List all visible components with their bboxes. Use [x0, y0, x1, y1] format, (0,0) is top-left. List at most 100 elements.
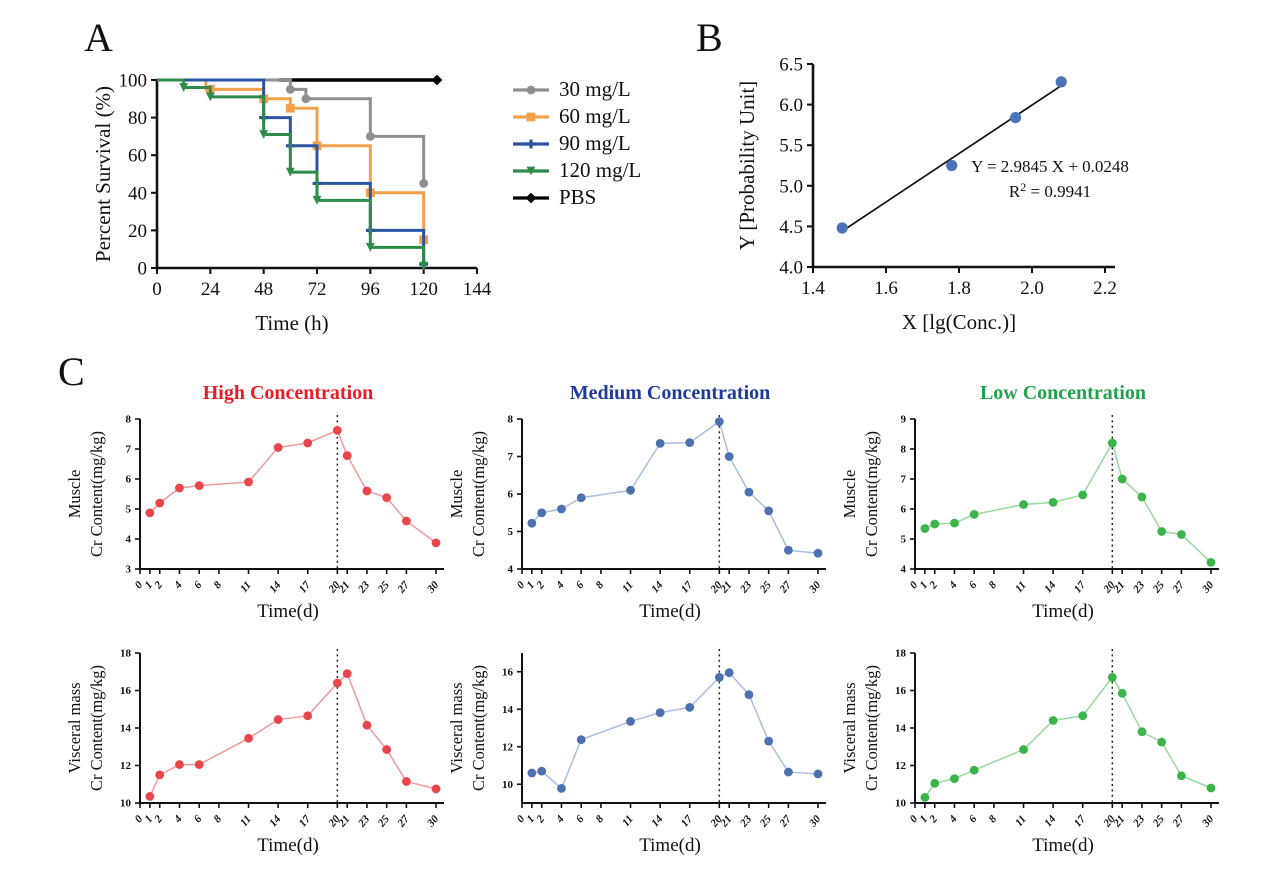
y-tick-label: 16	[120, 685, 132, 697]
data-point	[685, 702, 695, 712]
data-point	[784, 767, 793, 777]
y-axis-label-line2: Cr Content(mg/kg)	[862, 665, 881, 791]
data-point	[836, 222, 848, 234]
x-tick-label: 8	[594, 579, 607, 591]
data-point	[557, 504, 566, 514]
legend-item: 90 mg/L	[512, 130, 641, 157]
x-tick-label: 17	[1072, 579, 1089, 596]
x-tick-label: 23	[1130, 813, 1147, 830]
visceral-medium-chart: 10 12 14 16 0 1 2 4 6 8 11 14 17 20 21 23 25 27 30 Time(d) V…	[440, 633, 840, 883]
data-point	[303, 438, 313, 448]
data-point	[537, 508, 547, 518]
data-point	[145, 508, 155, 518]
triangle-marker	[365, 242, 375, 252]
y-tick-label: 4	[126, 534, 132, 546]
legend-label: PBS	[559, 185, 597, 209]
x-tick-label: 8	[987, 579, 1000, 591]
x-tick-label: 2	[927, 813, 941, 826]
data-line	[924, 441, 1212, 563]
data-point	[362, 720, 372, 730]
y-tick-label: 12	[502, 741, 514, 753]
data-point	[813, 548, 823, 558]
x-tick-label: 25	[375, 813, 392, 830]
x-tick-label: 4	[553, 579, 567, 592]
x-tick-label: 17	[679, 579, 696, 596]
y-tick-label: 0	[138, 258, 148, 279]
chart-title: Low Concentration	[980, 382, 1146, 404]
x-tick-label: 11	[620, 579, 636, 595]
x-tick-label: 8	[987, 813, 1000, 825]
y-tick-label: 4	[508, 564, 514, 576]
legend-label: 60 mg/L	[559, 104, 631, 128]
x-tick-label: 17	[1072, 813, 1089, 830]
y-axis-label-line1: Muscle	[65, 470, 84, 519]
legend-label: 90 mg/L	[559, 131, 631, 155]
diamond-marker	[525, 192, 537, 203]
x-tick-label: 4	[946, 579, 960, 592]
y-tick-label: 5.5	[779, 136, 803, 157]
y-tick-label: 12	[120, 760, 132, 772]
y-tick-label: 40	[128, 183, 147, 204]
y-axis-label-line2: Cr Content(mg/kg)	[87, 665, 106, 791]
triangle-marker	[312, 195, 322, 205]
x-tick-label: 27	[1170, 813, 1187, 830]
x-tick-label: 120	[409, 279, 438, 300]
visceral-low-chart: 10 12 14 16 18 0 1 2 4 6 8 11 14 17 20 21 23 25 27 30 Time(d…	[833, 633, 1233, 883]
x-tick-label: 6	[192, 813, 205, 825]
legend-item: 30 mg/L	[512, 76, 641, 103]
triangle-marker	[419, 261, 429, 271]
circle-marker	[285, 85, 295, 94]
legend-label: 120 mg/L	[559, 158, 642, 182]
survival-chart: 0 20 40 60 80 100 0 24 48 72 96 120 144 Time (h) Perce…	[92, 44, 522, 360]
diamond-marker	[431, 74, 443, 86]
y-tick-label: 5	[901, 534, 907, 546]
probit-chart: 4.0 4.5 5.0 5.5 6.0 6.5 1.4 1.6 1.8 2.0 2.2 X [lg(C…	[728, 34, 1253, 354]
y-tick-label: 10	[120, 798, 132, 810]
data-point	[1019, 745, 1028, 754]
data-point	[145, 792, 155, 801]
data-point	[1019, 500, 1028, 509]
x-tick-label: 14	[649, 579, 666, 596]
x-tick-label: 27	[395, 579, 412, 596]
triangle-marker	[526, 166, 536, 175]
x-tick-label: 1	[524, 579, 537, 591]
data-point	[1206, 783, 1216, 793]
data-line	[924, 676, 1212, 798]
x-tick-label: 14	[1042, 813, 1059, 830]
x-tick-label: 11	[238, 579, 254, 595]
survival-chart-svg: 0 20 40 60 80 100 0 24 48 72 96 120 144 Time (h) Perce…	[92, 70, 492, 335]
data-point	[332, 678, 342, 688]
x-tick-label: 6	[574, 579, 587, 591]
x-tick-label: 14	[267, 813, 284, 830]
data-point	[626, 485, 635, 495]
y-tick-label: 8	[508, 414, 514, 426]
data-point	[303, 711, 313, 721]
x-axis-label: Time(d)	[257, 835, 319, 856]
x-tick-label: 1.8	[947, 278, 971, 299]
x-tick-label: 1.6	[874, 278, 898, 299]
x-tick-label: 14	[1042, 579, 1059, 596]
x-tick-label: 30	[1199, 813, 1216, 830]
x-tick-label: 21	[336, 579, 353, 596]
chart-title: Medium Concentration	[570, 382, 771, 404]
x-tick-label: 23	[737, 579, 754, 596]
triangle-marker	[179, 83, 189, 92]
data-point	[764, 736, 774, 746]
y-tick-label: 100	[119, 70, 148, 91]
data-point	[362, 486, 372, 496]
data-point	[813, 769, 823, 779]
x-tick-label: 0	[152, 279, 162, 300]
legend-item: PBS	[512, 184, 641, 211]
y-tick-label: 8	[126, 414, 132, 426]
r-squared-text: R2 = 0.9941	[1009, 180, 1091, 201]
x-axis-label: X [lg(Conc.)]	[902, 310, 1016, 334]
data-point	[175, 483, 184, 493]
data-point	[402, 777, 411, 786]
x-tick-label: 6	[967, 579, 980, 591]
x-tick-label: 21	[1111, 813, 1128, 830]
data-point	[1107, 438, 1117, 448]
muscle-high-chart: High Concentration 3 4 5 6 7 8 0 1 2 4 6 8 11 14 17 20 21…	[58, 375, 458, 630]
circle-marker	[419, 179, 429, 188]
circle-marker	[526, 85, 536, 94]
